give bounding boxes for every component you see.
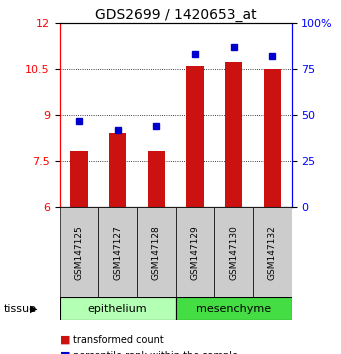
Bar (148, 151, 165, 207)
Bar (264, 69, 281, 207)
Text: ■: ■ (60, 351, 70, 354)
Bar (225, 62, 242, 207)
Bar (109, 133, 126, 207)
Title: GDS2699 / 1420653_at: GDS2699 / 1420653_at (95, 8, 256, 22)
Text: epithelium: epithelium (88, 304, 147, 314)
Text: tissue: tissue (3, 304, 36, 314)
Text: ▶: ▶ (30, 304, 38, 314)
Bar (60, 297, 176, 320)
Bar (214, 207, 253, 297)
Bar (60, 207, 98, 297)
Text: percentile rank within the sample: percentile rank within the sample (73, 351, 238, 354)
Bar (176, 297, 292, 320)
Text: GSM147129: GSM147129 (190, 225, 199, 280)
Text: GSM147125: GSM147125 (74, 225, 84, 280)
Bar (137, 207, 176, 297)
Text: ■: ■ (60, 335, 70, 345)
Text: transformed count: transformed count (73, 335, 164, 345)
Bar (253, 207, 292, 297)
Text: GSM147132: GSM147132 (268, 225, 277, 280)
Bar (186, 66, 204, 207)
Bar (98, 207, 137, 297)
Text: mesenchyme: mesenchyme (196, 304, 271, 314)
Text: GSM147127: GSM147127 (113, 225, 122, 280)
Bar (70, 151, 88, 207)
Bar (176, 207, 214, 297)
Text: GSM147130: GSM147130 (229, 225, 238, 280)
Text: GSM147128: GSM147128 (152, 225, 161, 280)
